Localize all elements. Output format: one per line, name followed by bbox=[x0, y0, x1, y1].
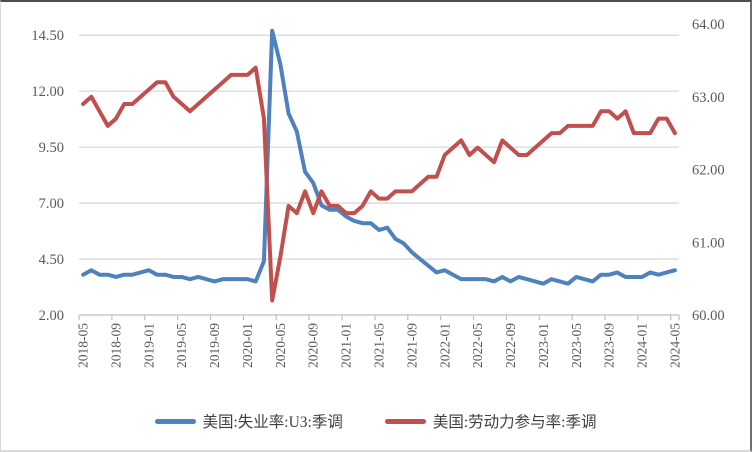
x-tick-label: 2023-05 bbox=[569, 323, 584, 368]
x-axis bbox=[78, 314, 680, 320]
x-tick-label: 2022-01 bbox=[437, 323, 452, 368]
x-tick-label: 2018-09 bbox=[108, 323, 123, 368]
series-line-1 bbox=[81, 65, 677, 303]
gridlines bbox=[79, 34, 679, 260]
y-right-tick-label: 60.00 bbox=[692, 308, 725, 324]
legend-label-labor-participation-rate: 美国:劳动力参与率:季调 bbox=[432, 414, 597, 431]
x-tick-label: 2021-05 bbox=[372, 323, 387, 368]
x-tick-label: 2020-01 bbox=[240, 323, 255, 368]
y-left-tick-label: 7.00 bbox=[39, 196, 64, 212]
x-tick-label: 2021-01 bbox=[339, 323, 354, 368]
y-left-tick-label: 2.00 bbox=[39, 308, 64, 324]
y-right-tick-label: 64.00 bbox=[692, 17, 725, 33]
y-axis-left-labels: 2.00 4.50 7.00 9.50 12.00 14.50 bbox=[31, 28, 64, 324]
x-tick-label: 2020-05 bbox=[273, 323, 288, 368]
y-right-tick-label: 63.00 bbox=[692, 90, 725, 106]
x-tick-label: 2024-01 bbox=[635, 323, 650, 368]
legend-line-swatch-blue bbox=[154, 418, 196, 424]
x-tick-label: 2021-09 bbox=[404, 323, 419, 368]
dual-axis-line-chart: 2.00 4.50 7.00 9.50 12.00 14.50 60.00 61.00 62.… bbox=[31, 17, 725, 368]
x-tick-label: 2019-01 bbox=[141, 323, 156, 368]
x-tick-label: 2024-05 bbox=[667, 323, 682, 368]
legend: 美国:失业率:U3:季调 美国:劳动力参与率:季调 bbox=[1, 410, 750, 432]
x-tick-label: 2022-09 bbox=[503, 323, 518, 368]
series-lines bbox=[81, 28, 677, 303]
y-axis-right-labels: 60.00 61.00 62.00 63.00 64.00 bbox=[692, 17, 725, 324]
y-right-tick-label: 61.00 bbox=[692, 235, 725, 251]
y-right-tick-label: 62.00 bbox=[692, 163, 725, 179]
x-tick-label: 2023-01 bbox=[536, 323, 551, 368]
series-line-0 bbox=[81, 28, 677, 286]
x-axis-labels: 2018-05 2018-09 2019-01 2019-05 2019-09 2020-… bbox=[76, 323, 683, 368]
x-tick-label: 2018-05 bbox=[76, 323, 91, 368]
y-left-tick-label: 14.50 bbox=[31, 28, 64, 44]
x-tick-label: 2022-05 bbox=[470, 323, 485, 368]
legend-line-swatch-red bbox=[384, 418, 426, 424]
legend-label-unemployment-rate: 美国:失业率:U3:季调 bbox=[202, 414, 343, 431]
x-tick-label: 2019-09 bbox=[207, 323, 222, 368]
legend-item-unemployment-rate: 美国:失业率:U3:季调 bbox=[154, 410, 343, 432]
x-tick-label: 2020-09 bbox=[306, 323, 321, 368]
y-left-tick-label: 12.00 bbox=[31, 84, 64, 100]
x-tick-label: 2019-05 bbox=[174, 323, 189, 368]
y-left-tick-label: 9.50 bbox=[39, 140, 64, 156]
legend-item-labor-participation-rate: 美国:劳动力参与率:季调 bbox=[384, 410, 597, 432]
y-left-tick-label: 4.50 bbox=[39, 252, 64, 268]
x-tick-label: 2023-09 bbox=[602, 323, 617, 368]
